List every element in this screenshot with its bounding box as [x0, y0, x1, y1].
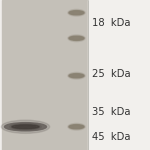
Text: 18  kDa: 18 kDa	[92, 18, 131, 28]
Ellipse shape	[10, 125, 41, 129]
Text: 25  kDa: 25 kDa	[92, 69, 131, 79]
Ellipse shape	[71, 75, 82, 77]
Ellipse shape	[68, 72, 85, 79]
Ellipse shape	[69, 36, 84, 40]
Text: 35  kDa: 35 kDa	[92, 107, 131, 117]
Bar	[2, 0, 88, 150]
Ellipse shape	[10, 123, 41, 130]
Ellipse shape	[1, 120, 50, 133]
Ellipse shape	[69, 74, 84, 78]
Ellipse shape	[69, 11, 84, 15]
Ellipse shape	[12, 125, 39, 129]
Ellipse shape	[71, 37, 82, 39]
Ellipse shape	[71, 126, 82, 128]
Ellipse shape	[4, 123, 47, 131]
Ellipse shape	[71, 12, 82, 14]
Bar	[88, 0, 150, 150]
Ellipse shape	[69, 125, 84, 129]
Ellipse shape	[68, 123, 85, 130]
Text: 45  kDa: 45 kDa	[92, 132, 131, 142]
Ellipse shape	[68, 35, 85, 42]
Ellipse shape	[68, 9, 85, 16]
Ellipse shape	[15, 126, 36, 128]
